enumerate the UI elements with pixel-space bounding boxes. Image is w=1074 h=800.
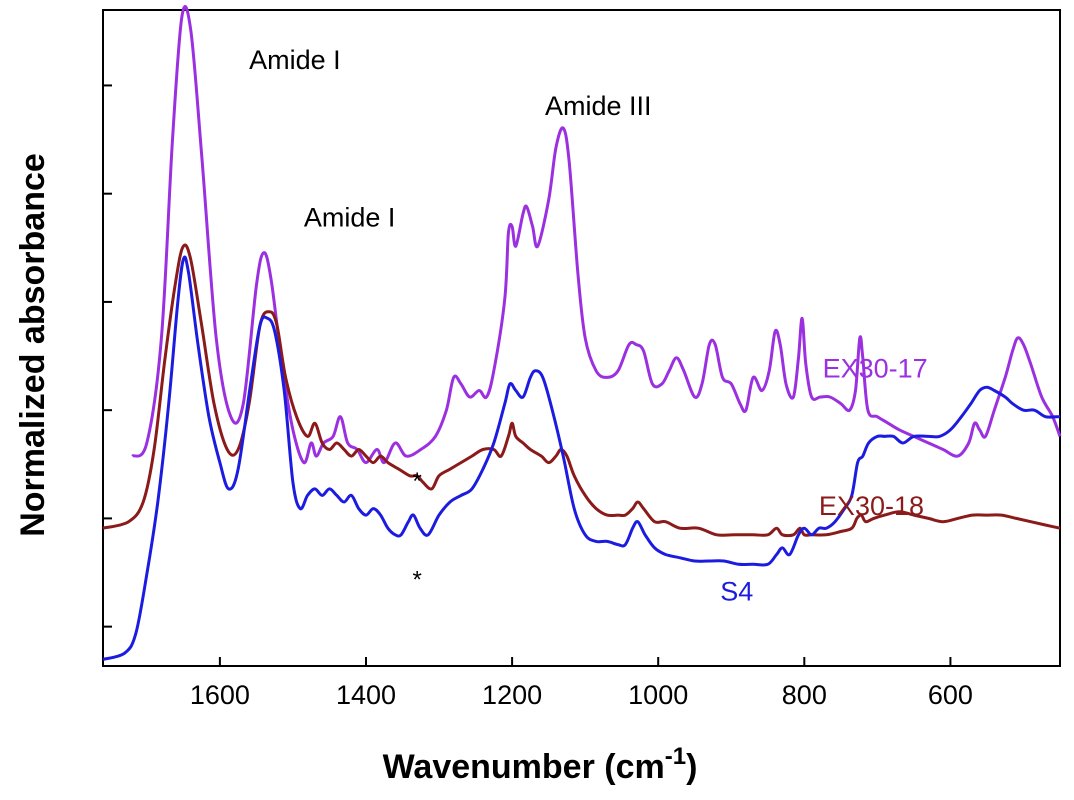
plot-frame <box>102 9 1061 667</box>
peak-annotation: Amide III <box>545 91 652 121</box>
series-line-ex30-18 <box>102 243 1061 538</box>
x-tick-label: 800 <box>782 680 827 710</box>
asterisk-marker: * <box>412 468 421 495</box>
labels-layer: EX30-17 EX30-18 S4 Amide I Amide I Amide III *… <box>249 45 928 606</box>
peak-annotation: Amide I <box>249 45 341 75</box>
x-axis-title-close: ) <box>686 748 697 786</box>
series-label-ex30-17: EX30-17 <box>823 353 928 383</box>
x-axis-title-main: Wavenumber (cm <box>383 748 665 786</box>
series-line-s4 <box>102 255 1060 661</box>
x-tick-label: 1200 <box>482 680 542 710</box>
ticks-layer: 1600 1400 1200 1000 800 600 <box>103 84 973 710</box>
series-label-s4: S4 <box>720 576 753 606</box>
asterisk-marker: * <box>412 566 421 593</box>
y-axis-title: Normalized absorbance <box>14 153 52 537</box>
x-tick-label: 1600 <box>190 680 250 710</box>
series-layer <box>102 5 1062 661</box>
peak-annotation: Amide I <box>304 202 396 232</box>
x-tick-label: 1400 <box>336 680 396 710</box>
series-line-ex30-17 <box>131 5 1062 465</box>
x-axis-title: Wavenumber (cm-1) <box>383 743 698 786</box>
x-tick-label: 600 <box>928 680 973 710</box>
series-label-ex30-18: EX30-18 <box>819 491 924 521</box>
x-axis-title-superscript: -1 <box>665 743 686 770</box>
x-tick-label: 1000 <box>628 680 688 710</box>
